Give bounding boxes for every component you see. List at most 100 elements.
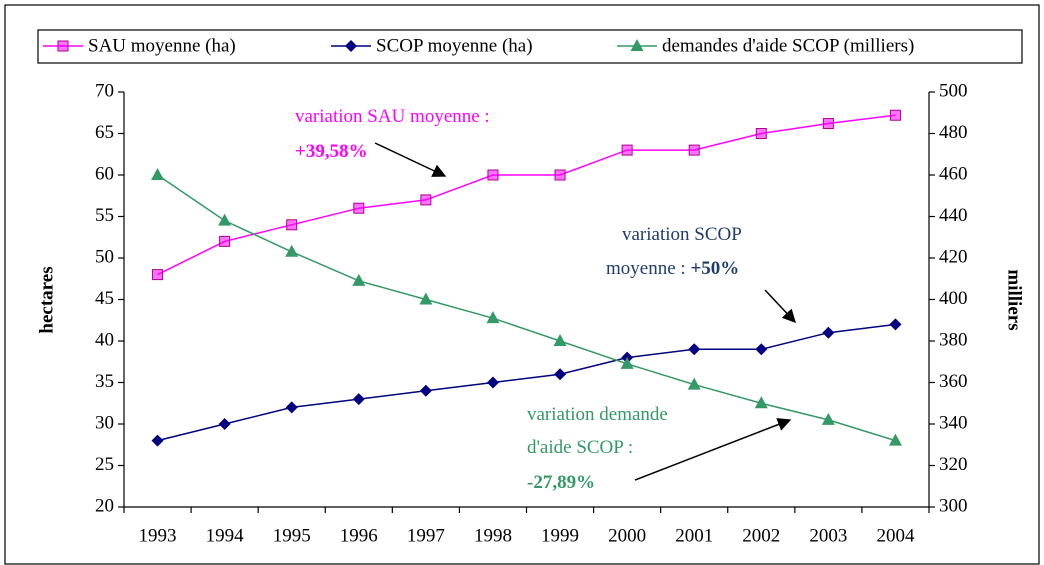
y2-tick-label: 400 [939,288,968,309]
y2-tick-label: 340 [939,412,968,433]
y2-tick-label: 460 [939,163,968,184]
y-tick-label: 70 [95,80,114,101]
y2-tick-label: 480 [939,122,968,143]
series-line [157,174,896,442]
y2-tick-label: 320 [939,454,968,475]
point [286,219,298,231]
y-tick-label: 65 [95,122,114,143]
legend-label: SCOP moyenne (ha) [376,35,533,56]
x-tick-label: 1996 [340,525,378,546]
annotation: +39,58% [295,141,368,162]
y-tick-label: 20 [95,495,114,516]
y-tick-label: 60 [95,163,114,184]
legend-box [37,29,1023,64]
point [620,356,634,369]
legend-label: demandes d'aide SCOP (milliers) [662,35,914,56]
series-line [157,114,896,276]
y2-tick-label: 440 [939,205,968,226]
point [352,393,365,406]
annotation: variation demande [527,404,668,425]
y-tick-label: 40 [95,329,114,350]
point [755,343,768,356]
point [151,434,164,447]
annotation: moyenne : +50% [606,258,739,279]
annotation-text: variation SAU moyenne : [295,106,490,127]
y2-tick-label: 300 [939,495,968,516]
x-tick-label: 2003 [809,525,847,546]
point [285,244,299,257]
point [822,118,834,130]
annotation-text: +50% [690,258,739,279]
point [754,396,768,409]
x-tick-label: 1999 [541,525,579,546]
x-tick-label: 2004 [876,525,915,546]
y2-tick-label: 360 [939,371,968,392]
y-tick-label: 35 [95,371,114,392]
annotation-text: d'aide SCOP : [527,437,633,458]
x-tick-label: 1995 [273,525,311,546]
point [554,169,566,181]
point [218,418,231,430]
annotation-text: +39,58% [295,141,368,162]
point [353,202,365,214]
point [486,376,499,389]
y-tick-label: 50 [95,246,114,267]
annotation-text: -27,89% [527,472,595,493]
point [419,292,433,305]
x-tick-label: 1998 [474,525,512,546]
y-axis-label: hectares [36,266,57,333]
point [688,144,700,156]
point [889,318,902,331]
arrow [374,142,447,177]
point [151,168,165,180]
arrow [634,418,792,481]
point [630,39,644,51]
point [755,128,767,139]
point [621,144,633,156]
point [687,377,701,390]
point [553,334,567,346]
series-line [157,323,896,442]
point [152,269,164,281]
point [486,311,500,324]
point [821,412,835,425]
annotation: variation SCOP [622,224,742,245]
x-tick-label: 2001 [675,525,713,546]
y2-axis-label: milliers [1004,269,1025,330]
y-tick-label: 45 [95,288,114,309]
point [554,368,567,381]
point [219,235,231,247]
annotation-text: variation demande [527,404,668,425]
point [419,384,432,397]
point [420,194,432,206]
y2-tick-label: 380 [939,329,968,350]
y-tick-label: 55 [95,205,114,226]
point [822,326,835,339]
chart-border [4,4,1040,565]
y2-tick-label: 500 [939,80,968,101]
annotation: d'aide SCOP : [527,437,633,458]
point [889,109,901,121]
x-tick-label: 1993 [139,525,177,546]
point [57,40,69,52]
x-tick-label: 1997 [407,525,445,546]
annotation-text: variation SCOP [622,224,742,245]
x-tick-label: 2002 [742,525,780,546]
annotation: variation SAU moyenne : [295,106,490,127]
y-tick-label: 30 [95,412,114,433]
annotation: -27,89% [527,472,595,493]
point [285,401,298,414]
x-tick-label: 1994 [206,525,245,546]
y2-tick-label: 420 [939,246,968,267]
point [688,343,701,356]
annotation-text: moyenne : [606,258,690,279]
y-tick-label: 25 [95,454,114,475]
legend-label: SAU moyenne (ha) [88,35,236,56]
point [487,169,499,181]
point [345,40,357,52]
x-tick-label: 2000 [608,525,646,546]
arrow [764,289,796,323]
point [218,213,232,226]
point [888,433,902,446]
